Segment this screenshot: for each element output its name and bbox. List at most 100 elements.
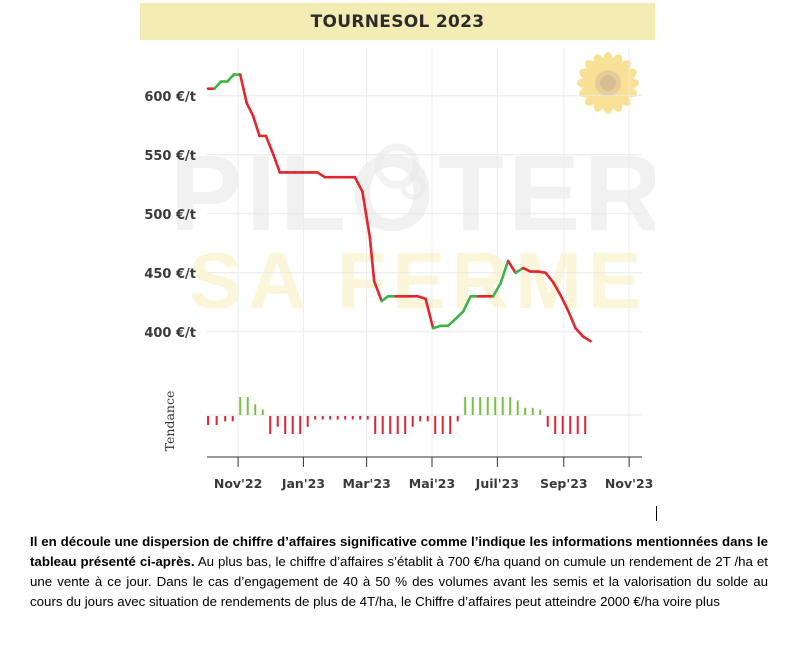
- price-line-segment: [251, 114, 261, 138]
- trend-bar-down: [321, 416, 324, 420]
- price-line-segment: [380, 295, 390, 303]
- price-line-segment: [424, 297, 435, 330]
- price-line-segment: [245, 101, 255, 118]
- trend-bar-down: [389, 416, 392, 434]
- trend-bar-down: [306, 416, 309, 427]
- trend-bar-up: [246, 397, 249, 415]
- text-cursor: [656, 506, 657, 521]
- grid-lines: [207, 48, 642, 457]
- trend-bar-down: [224, 416, 227, 422]
- price-line-segment: [213, 80, 223, 90]
- trend-bar-down: [411, 416, 414, 427]
- price-line-segment: [581, 335, 592, 343]
- trend-bar-down: [231, 416, 234, 422]
- trend-bar-down: [419, 416, 422, 422]
- trend-bar-down: [314, 416, 317, 420]
- trend-bar-down: [299, 416, 302, 434]
- trend-bar-down: [359, 416, 362, 420]
- sunflower-petal: [585, 88, 603, 106]
- price-line-segment: [574, 326, 585, 338]
- trend-bar-down: [351, 416, 354, 420]
- trend-bar-up: [524, 407, 527, 415]
- trend-bar-up: [479, 397, 482, 415]
- x-tick-label: Juil'23: [475, 476, 519, 491]
- trend-bar-down: [561, 416, 564, 434]
- price-line-segment: [361, 190, 372, 239]
- trend-bar-up: [531, 407, 534, 415]
- sunflower-petal: [593, 54, 607, 75]
- x-axis-ticks: Nov'22 Jan'23 Mar'23 Mai'23 Juil'23 Sep'23 Nov…: [214, 457, 653, 491]
- trend-bar-up: [239, 397, 242, 415]
- price-line-segment: [514, 266, 525, 275]
- trend-bar-up: [471, 397, 474, 415]
- y-tick-label: 450 €/t: [144, 267, 196, 282]
- price-line-segment: [506, 259, 517, 275]
- price-line-segment: [264, 134, 275, 157]
- trend-bar-down: [374, 416, 377, 434]
- trend-bar-down: [215, 416, 218, 425]
- trend-bar-up: [509, 397, 512, 415]
- price-line-segment: [416, 295, 427, 301]
- trend-bar-down: [269, 416, 272, 434]
- body-bold-text: Il en découle une dispersion de chiffre …: [30, 534, 768, 569]
- x-tick-label: Mar'23: [343, 476, 391, 491]
- trend-bar-down: [381, 416, 384, 434]
- trend-bar-down: [426, 416, 429, 422]
- price-line-segment: [551, 280, 562, 297]
- body-paragraph: Il en découle une dispersion de chiffre …: [30, 532, 768, 612]
- trend-bar-up: [464, 397, 467, 415]
- price-line-segment: [521, 266, 532, 273]
- sunflower-icon: [577, 52, 639, 114]
- trend-bar-down: [336, 416, 339, 420]
- price-line-segment: [544, 271, 555, 284]
- trend-bar-down: [396, 416, 399, 434]
- y-tick-label: 600 €/t: [144, 90, 196, 105]
- trend-bar-down: [276, 416, 279, 427]
- trend-bar-up: [261, 409, 264, 415]
- trend-bar-down: [456, 416, 459, 422]
- price-line-segment: [454, 310, 465, 321]
- x-tick-label: Sep'23: [540, 476, 588, 491]
- trend-bar-down: [584, 416, 587, 434]
- price-line-segment: [431, 324, 442, 330]
- x-tick-label: Mai'23: [409, 476, 455, 491]
- y-tick-label: 550 €/t: [144, 149, 196, 164]
- trend-bar-down: [546, 416, 549, 427]
- price-line-segment: [368, 236, 376, 283]
- price-line-segment: [446, 317, 457, 328]
- trend-bar-down: [449, 416, 452, 434]
- trend-bar-down: [569, 416, 572, 434]
- trend-bar-up: [516, 400, 519, 415]
- trend-bar-up: [486, 397, 489, 415]
- price-series: [206, 73, 592, 343]
- trend-bars: [207, 397, 642, 434]
- x-tick-label: Nov'22: [214, 476, 262, 491]
- trend-bar-down: [329, 416, 332, 420]
- trend-axis-label: Tendance: [162, 391, 177, 452]
- chart: TOURNESOL 2023 PILOTER SA FERME 600 €/t 5…: [140, 3, 655, 500]
- y-axis-ticks: 600 €/t 550 €/t 500 €/t 450 €/t 400 €/t: [144, 90, 196, 341]
- price-line-segment: [353, 175, 364, 193]
- sunflower-petal: [613, 88, 631, 106]
- price-line-segment: [559, 293, 570, 312]
- price-line-segment: [566, 309, 577, 330]
- trend-bar-down: [576, 416, 579, 434]
- trend-bar-down: [366, 416, 369, 420]
- y-tick-label: 400 €/t: [144, 326, 196, 341]
- gear-icon: [374, 143, 426, 200]
- trend-bar-down: [441, 416, 444, 434]
- price-line-segment: [491, 282, 502, 298]
- trend-bar-down: [284, 416, 287, 434]
- price-line-segment: [238, 73, 248, 105]
- trend-bar-down: [207, 416, 210, 425]
- watermark: PILOTER SA FERME: [170, 132, 655, 325]
- watermark-text-sa-ferme: SA FERME: [189, 236, 647, 325]
- price-line-segment: [372, 279, 383, 303]
- trend-bar-up: [494, 397, 497, 415]
- x-tick-label: Jan'23: [281, 476, 325, 491]
- chart-title: TOURNESOL 2023: [310, 11, 485, 32]
- trend-bar-down: [434, 416, 437, 434]
- chart-title-band: TOURNESOL 2023: [140, 3, 655, 40]
- sunflower-petal: [613, 60, 631, 78]
- price-line-segment: [461, 295, 472, 314]
